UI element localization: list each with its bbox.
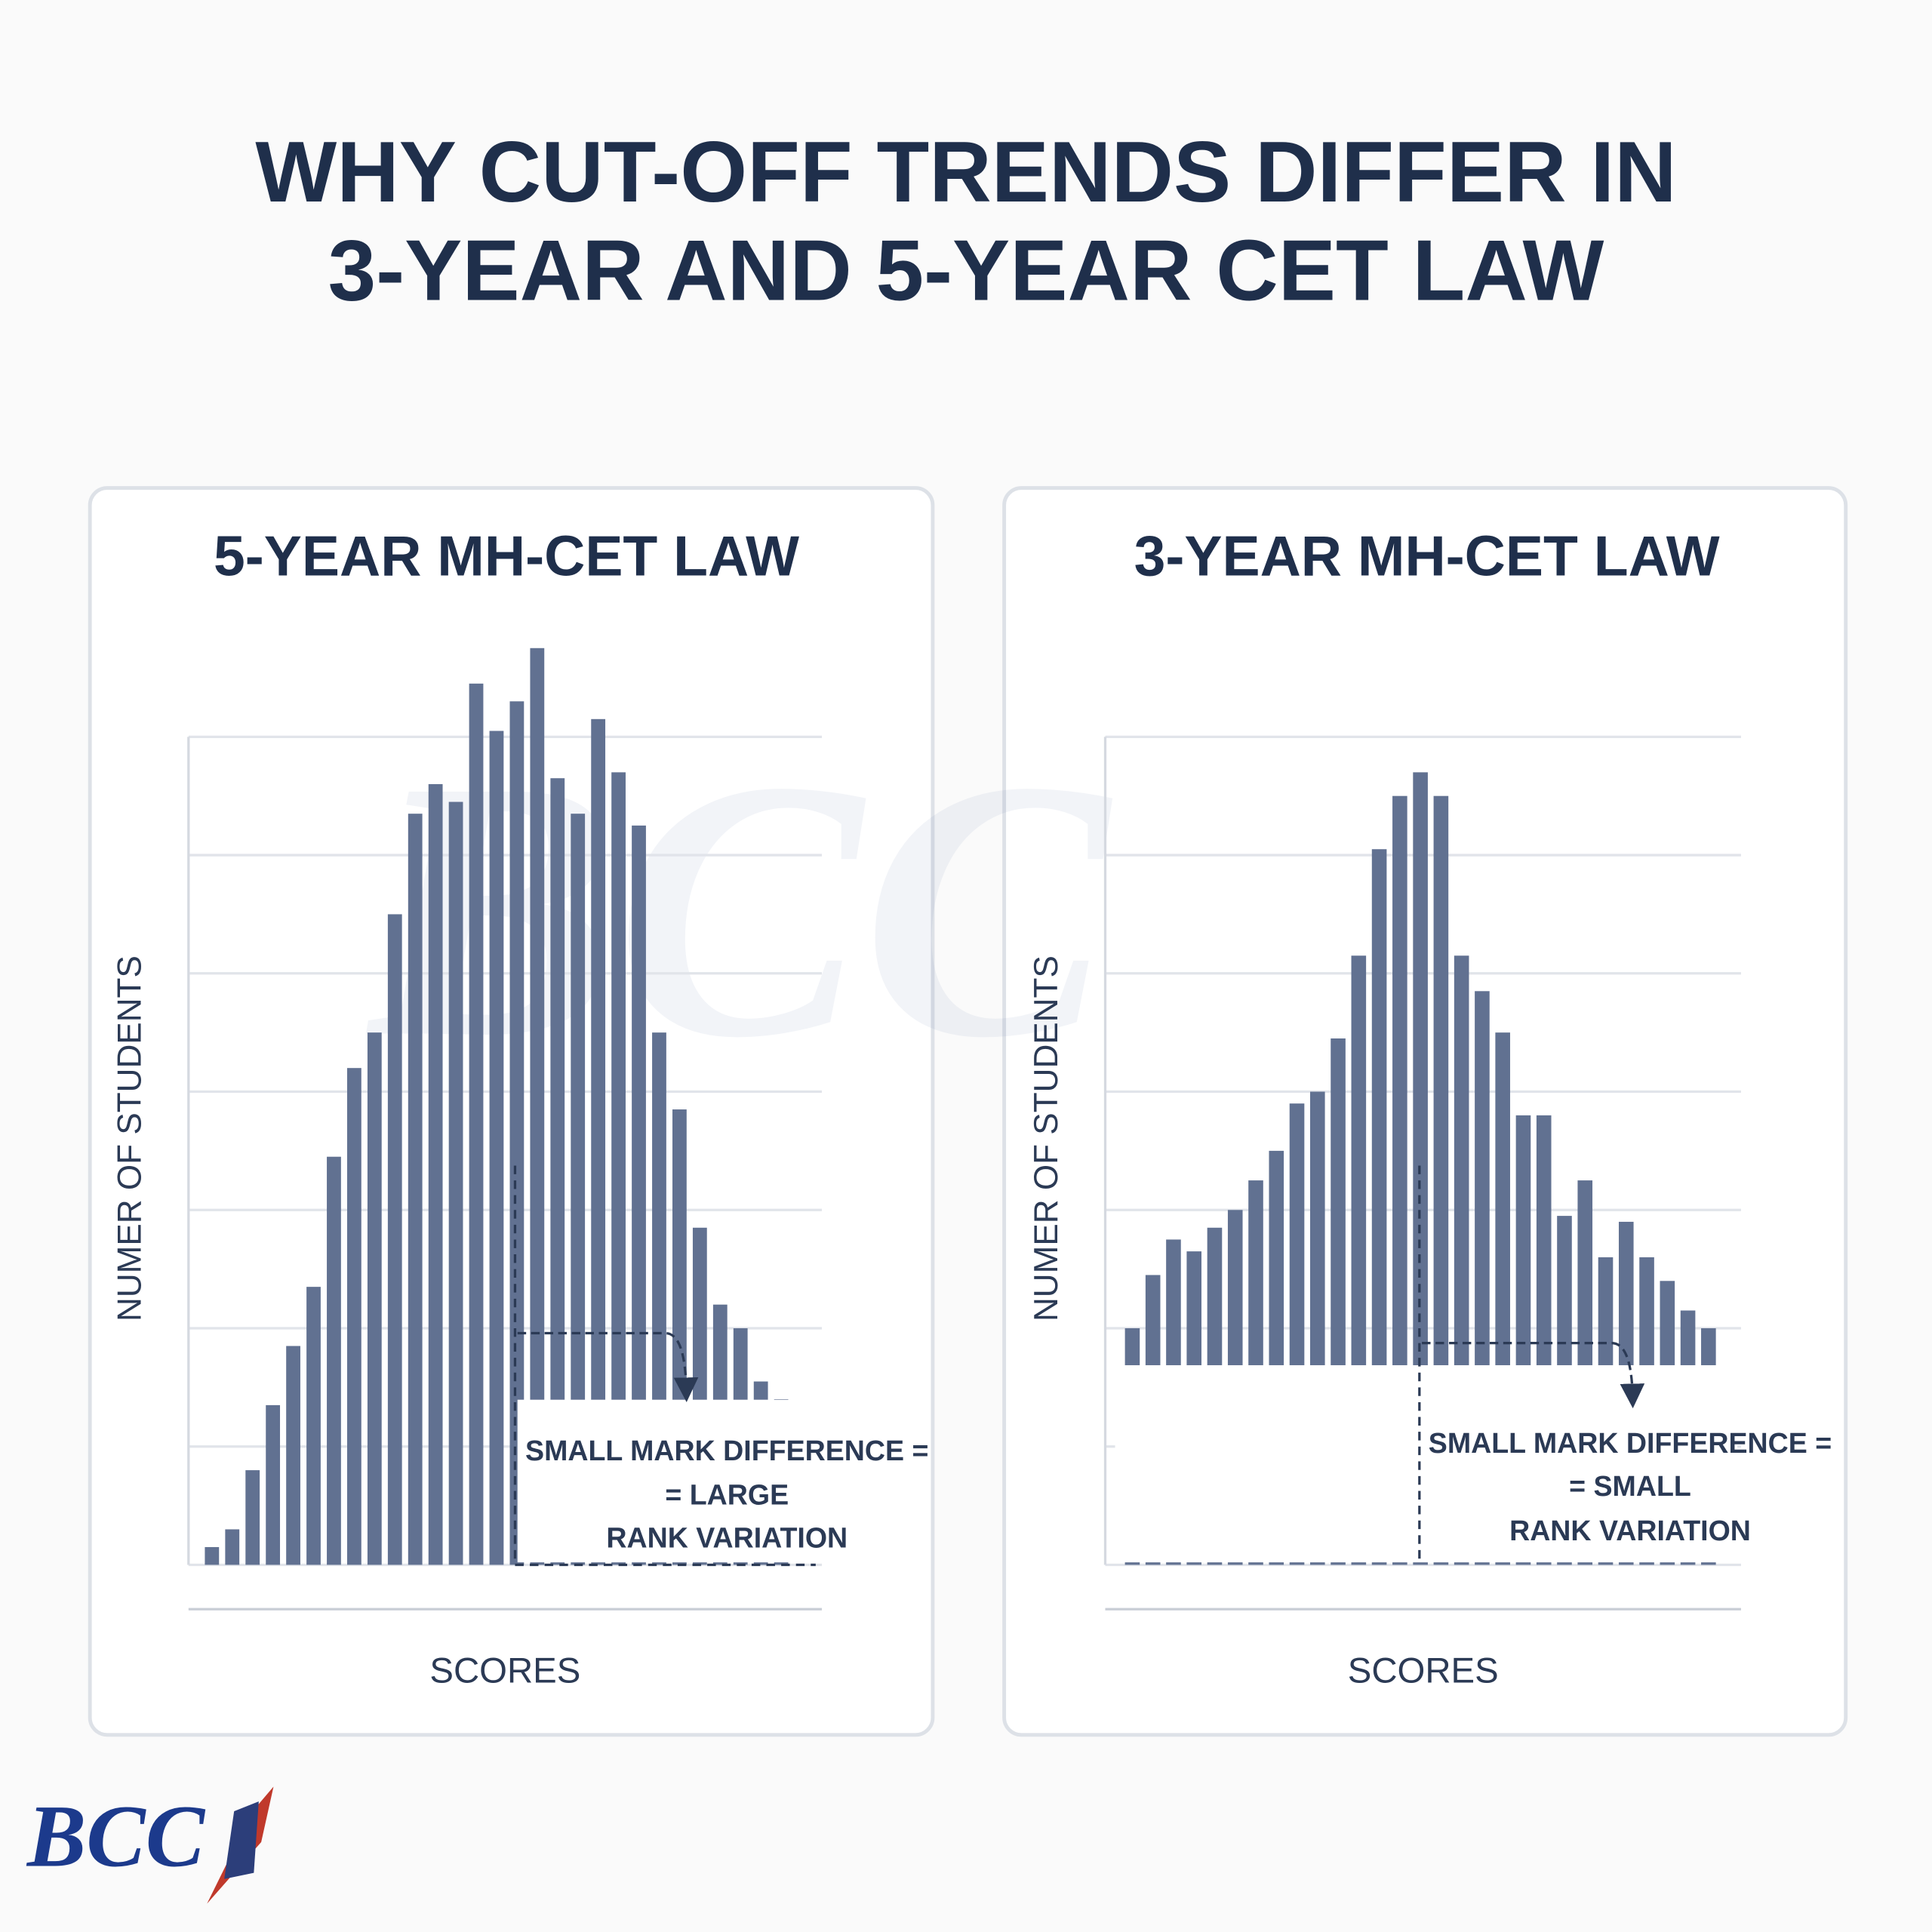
bar: [347, 1068, 361, 1565]
bar: [387, 914, 402, 1565]
bar: [469, 683, 484, 1565]
annotation: SMALL MARK DIFFERENCE =: [525, 1435, 928, 1466]
bar: [266, 1404, 281, 1565]
y-axis-label: NUMER OF STUDENTS: [1028, 955, 1065, 1321]
bar: [611, 772, 626, 1565]
bar: [245, 1470, 260, 1565]
annotation: RANK VARIATION: [606, 1522, 848, 1554]
annotation: = LARGE: [665, 1479, 789, 1511]
annotation-arrow: [1422, 1341, 1645, 1409]
x-axis-label: SCORES: [1348, 1651, 1499, 1691]
bar: [286, 1346, 300, 1565]
annotation: SMALL MARK DIFFERENCE =: [1429, 1427, 1832, 1459]
y-axis-label: NUMER OF STUDENTS: [111, 955, 148, 1321]
bar: [327, 1156, 341, 1565]
annotation-box: [517, 1399, 820, 1563]
bar: [225, 1529, 240, 1565]
chart-title: 3-YEAR MH-CET LAW: [1134, 525, 1720, 588]
title-line: 3-YEAR AND 5-YEAR CET LAW: [328, 223, 1604, 319]
bar: [428, 784, 443, 1565]
bar: [632, 825, 646, 1565]
bar: [550, 778, 565, 1565]
chart-title: 5-YEAR MH-CET LAW: [214, 525, 799, 588]
bar: [530, 648, 545, 1565]
bar: [367, 1032, 382, 1565]
bar: [205, 1546, 220, 1565]
annotation-arrow: [517, 1331, 699, 1402]
logo-figure: [224, 1801, 259, 1879]
bar: [408, 814, 423, 1565]
title-line: WHY CUT-OFF TRENDS DIFFER IN: [255, 125, 1676, 220]
annotation: = SMALL: [1569, 1470, 1691, 1502]
annotation: RANK VARIATION: [1509, 1515, 1751, 1546]
charts: 5-YEAR MH-CET LAW SMALL MARK DIFFERENCE =…: [111, 525, 1832, 1691]
bar: [571, 814, 586, 1565]
bar: [448, 801, 463, 1565]
bar: [306, 1287, 321, 1565]
watermark: BCC: [364, 705, 1117, 1114]
bar: [591, 718, 606, 1565]
bar: [509, 701, 525, 1565]
bar: [489, 731, 504, 1565]
x-axis-label: SCORES: [429, 1651, 580, 1691]
logo: BCC: [26, 1788, 206, 1886]
